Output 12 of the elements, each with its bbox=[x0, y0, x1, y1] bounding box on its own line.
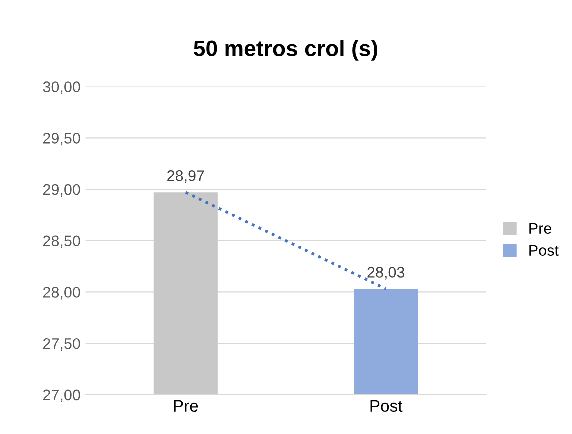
data-label: 28,03 bbox=[368, 267, 405, 280]
y-tick-label: 27,50 bbox=[43, 338, 80, 352]
legend-label: Post bbox=[530, 245, 559, 256]
y-tick-label: 29,50 bbox=[43, 133, 80, 146]
legend-label: Pre bbox=[530, 223, 552, 234]
y-tick-label: 30,00 bbox=[43, 82, 80, 94]
chart-title: 50 metros crol (s) bbox=[194, 40, 378, 61]
y-tick-label: 28,00 bbox=[43, 287, 80, 300]
data-label: 28,97 bbox=[168, 170, 204, 184]
y-tick-label: 29,00 bbox=[43, 184, 80, 198]
y-tick-label: 27,00 bbox=[43, 390, 80, 402]
y-tick-label: 28,50 bbox=[43, 236, 80, 248]
